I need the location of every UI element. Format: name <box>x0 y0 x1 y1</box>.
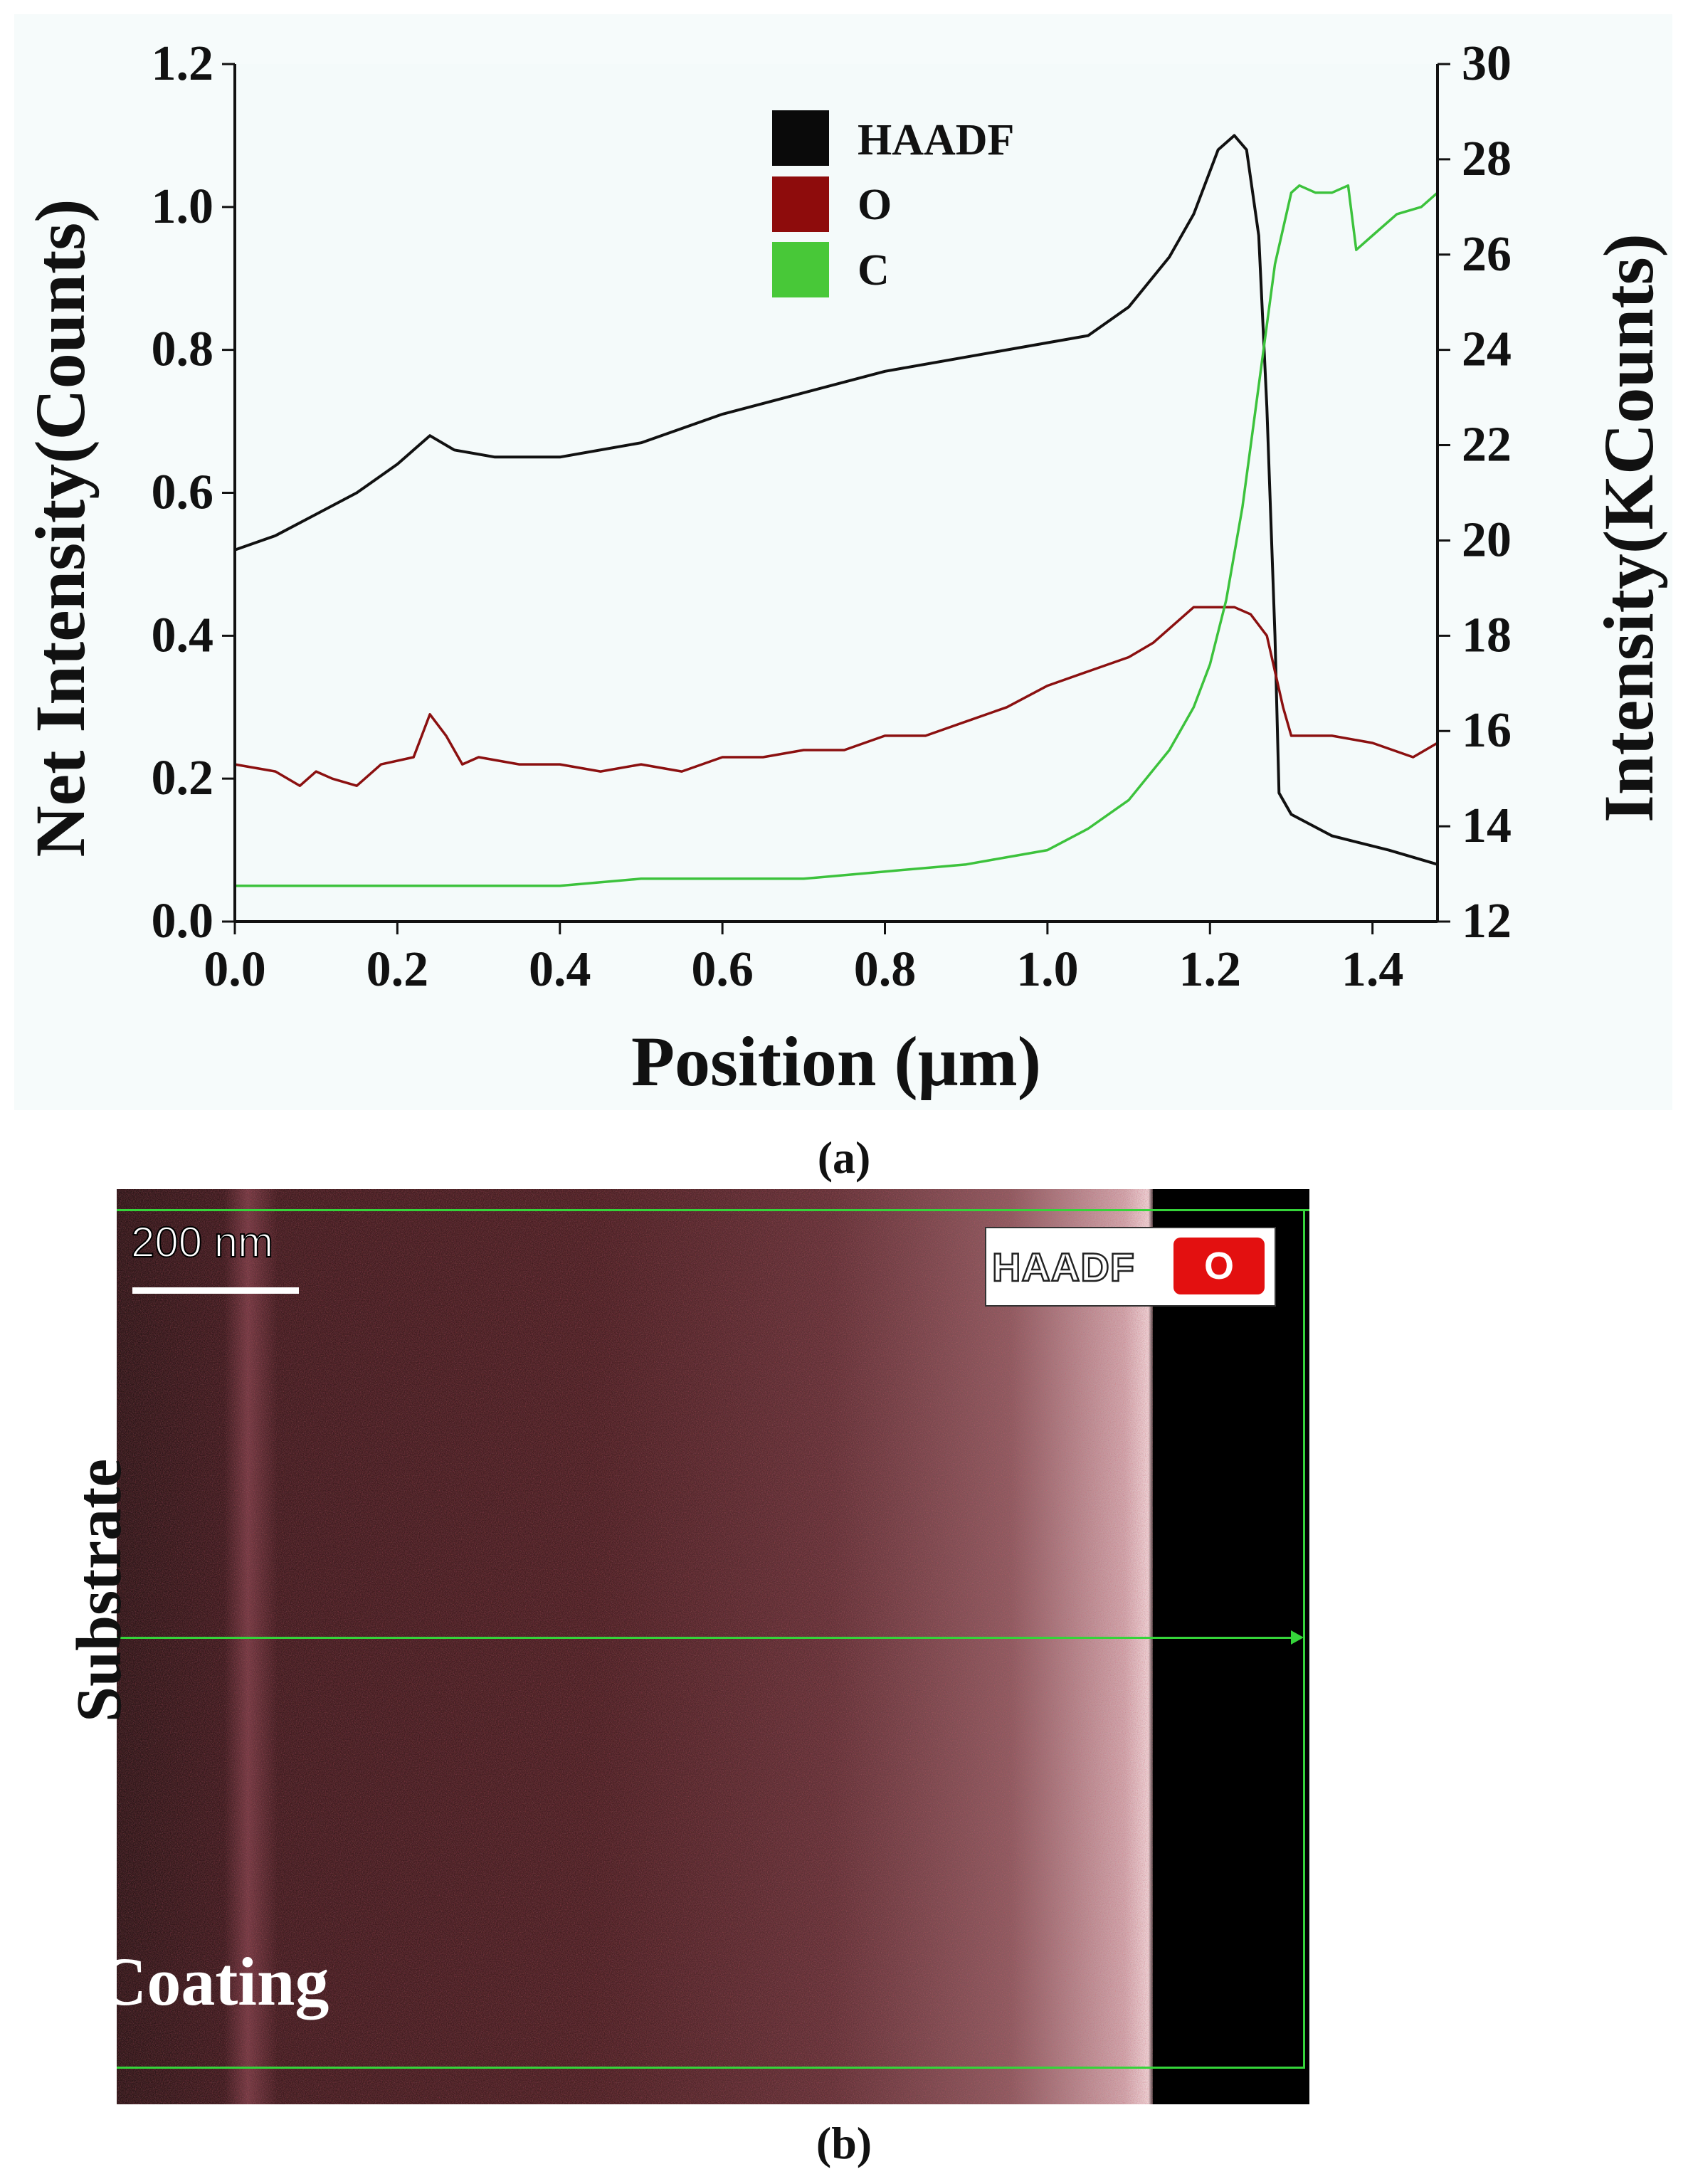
map-noise-texture <box>117 1189 1153 2104</box>
x-tick-label: 0.6 <box>691 942 754 997</box>
x-tick-label: 1.0 <box>1016 942 1079 997</box>
map-legend-o-badge: O <box>1173 1238 1265 1294</box>
x-axis-title: Position (μm) <box>631 1022 1041 1101</box>
x-tick-label: 0.8 <box>854 942 917 997</box>
legend-label-c: C <box>858 246 890 295</box>
x-tick-label: 0.2 <box>366 942 429 997</box>
series-line-haadf <box>234 134 1438 866</box>
chart-legend: HAADF O C <box>772 110 1014 297</box>
map-legend-haadf: HAADF <box>991 1244 1135 1291</box>
scan-box-top <box>117 1209 1309 1211</box>
series-line-c <box>235 184 1439 887</box>
scan-box-right <box>1303 1209 1305 2069</box>
label-coating: Coating <box>117 1943 329 2020</box>
legend-swatch-o <box>772 176 829 232</box>
x-tick-label: 0.4 <box>529 942 591 997</box>
y-left-tick-label: 0.2 <box>152 751 214 806</box>
y-left-tick-label: 0.6 <box>152 465 214 520</box>
y-axis-title-right: Intensity(KCounts) <box>1589 233 1668 823</box>
y-right-tick-label: 14 <box>1462 798 1512 853</box>
line-profile-chart: 0.0 0.2 0.4 0.6 0.8 1.0 1.2 1.4 0.0 0.2 0.4 0.6 0.8… <box>21 36 1668 1101</box>
map-dark-region <box>1153 1189 1309 2104</box>
caption-a: (a) <box>817 1132 871 1183</box>
y-right-tick-label: 28 <box>1462 132 1512 186</box>
y-left-tick-label: 1.2 <box>152 36 214 91</box>
y-right-tick-label: 18 <box>1462 608 1512 663</box>
series-layer <box>234 134 1439 887</box>
y-right-tick-label: 16 <box>1462 703 1512 758</box>
legend-swatch-haadf <box>772 110 829 166</box>
y-right-tick-label: 24 <box>1462 322 1512 377</box>
eds-map-image: 200 nm HAADF O Coating <box>117 1189 1309 2104</box>
y-right-tick-label: 26 <box>1462 227 1512 282</box>
y-right-tick-label: 22 <box>1462 418 1512 473</box>
x-tick-label: 1.4 <box>1341 942 1404 997</box>
plot-area <box>235 64 1438 922</box>
caption-b: (b) <box>816 2118 872 2168</box>
y-left-tick-label: 0.4 <box>152 608 214 663</box>
y-axis-title-left: Net Intensity(Counts) <box>21 199 100 858</box>
scan-line-arrow <box>117 1637 1298 1639</box>
x-tick-label: 0.0 <box>204 942 266 997</box>
series-line-o <box>234 606 1438 787</box>
label-substrate: Substrate <box>64 1458 134 1722</box>
y-left-tick-label: 1.0 <box>152 179 214 234</box>
scale-bar <box>132 1287 299 1294</box>
scan-arrow-head-icon <box>1291 1630 1304 1645</box>
legend-label-haadf: HAADF <box>858 116 1014 164</box>
legend-swatch-c <box>772 242 829 297</box>
y-left-tick-label: 0.0 <box>152 894 214 949</box>
x-ticks: 0.0 0.2 0.4 0.6 0.8 1.0 1.2 1.4 <box>204 922 1403 997</box>
legend-label-o: O <box>858 181 892 229</box>
map-legend: HAADF O <box>985 1227 1276 1307</box>
y-right-tick-label: 30 <box>1462 36 1512 91</box>
scan-box-bottom <box>117 2067 1305 2069</box>
y-ticks-left: 0.0 0.2 0.4 0.6 0.8 1.0 1.2 <box>152 36 235 949</box>
x-tick-label: 1.2 <box>1179 942 1242 997</box>
y-left-tick-label: 0.8 <box>152 322 214 377</box>
y-right-tick-label: 20 <box>1462 512 1512 567</box>
y-ticks-right: 12 14 16 18 20 22 24 26 28 30 <box>1438 36 1512 949</box>
y-right-tick-label: 12 <box>1462 894 1512 949</box>
scale-bar-label: 200 nm <box>130 1218 274 1267</box>
